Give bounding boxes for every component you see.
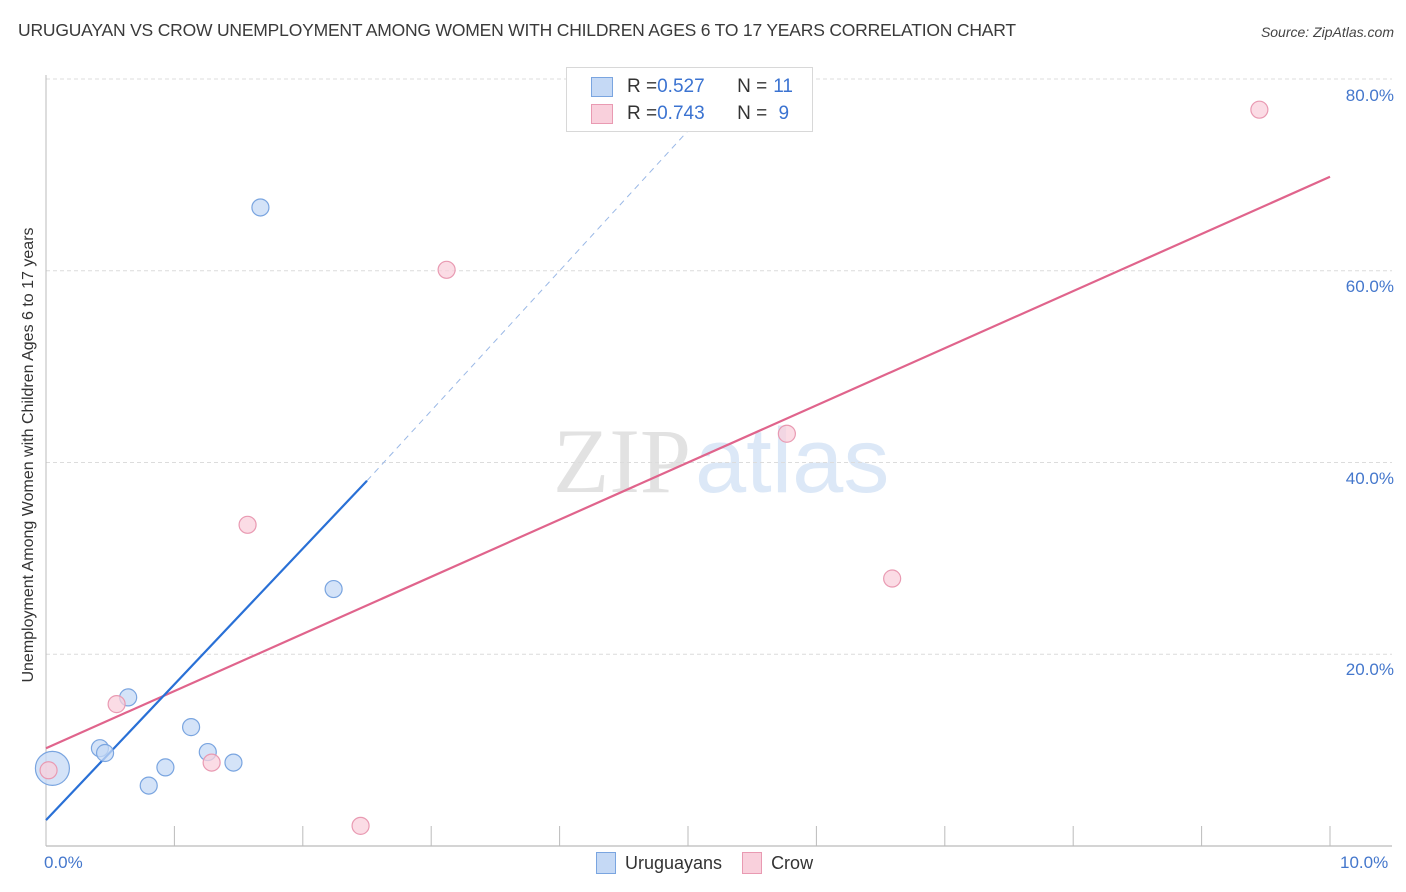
- uruguayans-swatch-icon: [591, 77, 613, 97]
- watermark-zip: ZIP: [553, 410, 691, 512]
- axes: [45, 75, 1392, 847]
- legend-row-crow: R = 0.743 N = 9: [591, 101, 789, 127]
- uruguayans-point: [181, 718, 201, 737]
- y-axis-label: Unemployment Among Women with Children A…: [20, 227, 37, 683]
- uruguayans-point: [95, 743, 115, 763]
- uruguayans-point: [156, 758, 175, 777]
- r-value: 0.743: [657, 103, 705, 124]
- crow-point: [883, 569, 902, 588]
- crow-point: [107, 695, 126, 714]
- uruguayans-point: [251, 198, 270, 217]
- series-legend: Uruguayans Crow: [596, 852, 833, 874]
- uruguayans-point: [139, 776, 158, 795]
- uruguayans-point: [324, 579, 343, 599]
- n-value: 9: [773, 103, 790, 124]
- crow-point: [39, 761, 58, 780]
- correlation-legend: R = 0.527 N = 11 R = 0.743 N = 9: [566, 67, 813, 132]
- n-label: N =: [737, 103, 768, 124]
- source-label: Source: ZipAtlas.com: [1260, 24, 1394, 40]
- r-value: 0.527: [657, 76, 705, 97]
- r-label: R =: [627, 76, 658, 97]
- crow-point: [351, 816, 370, 835]
- crow-trendline: [45, 175, 1331, 750]
- trendlines: [45, 78, 1331, 821]
- legend-item-uruguayans[interactable]: Uruguayans: [596, 852, 722, 874]
- crow-point: [437, 260, 456, 279]
- data-points: [34, 100, 1269, 835]
- gridlines: [46, 78, 1392, 655]
- uruguayans-point: [224, 753, 243, 772]
- y-tick-20: 20.0%: [1345, 660, 1394, 679]
- crow-swatch-icon: [591, 104, 613, 124]
- uruguayans-swatch-icon: [596, 852, 616, 874]
- uruguayans-trendline: [45, 479, 368, 821]
- x-tick-10: 10.0%: [1340, 853, 1389, 872]
- legend-label-uruguayans: Uruguayans: [625, 852, 723, 873]
- crow-point: [777, 424, 796, 443]
- crow-swatch-icon: [742, 852, 763, 874]
- crow-point: [202, 753, 221, 772]
- n-label: N =: [737, 76, 768, 97]
- watermark: ZIPatlas: [553, 408, 889, 514]
- y-tick-40: 40.0%: [1345, 469, 1394, 488]
- legend-label-crow: Crow: [771, 852, 814, 873]
- y-tick-80: 80.0%: [1345, 86, 1394, 105]
- n-value: 11: [773, 76, 793, 97]
- x-tick-0: 0.0%: [44, 853, 83, 872]
- legend-item-crow[interactable]: Crow: [742, 852, 813, 874]
- legend-row-uruguayans: R = 0.527 N = 11: [591, 74, 793, 100]
- chart-title: URUGUAYAN VS CROW UNEMPLOYMENT AMONG WOM…: [18, 20, 1016, 40]
- crow-point: [238, 515, 257, 534]
- uruguayans-trend-extension: [366, 78, 736, 482]
- y-tick-60: 60.0%: [1345, 277, 1394, 296]
- crow-point: [1250, 100, 1269, 119]
- y-axis-label-container: Unemployment Among Women with Children A…: [14, 160, 44, 750]
- r-label: R =: [627, 103, 658, 124]
